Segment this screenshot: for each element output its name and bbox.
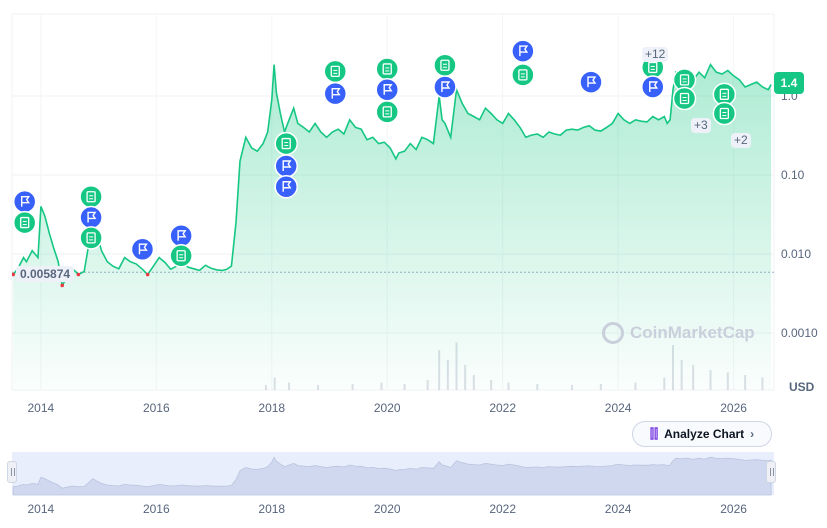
flag-event-marker[interactable] — [511, 39, 535, 63]
news-event-marker[interactable] — [169, 244, 193, 268]
flag-event-marker[interactable] — [79, 205, 103, 230]
y-tick-label: 0.10 — [781, 168, 805, 182]
document-icon — [648, 61, 658, 74]
document-icon — [382, 106, 392, 118]
flag-event-marker[interactable] — [130, 237, 155, 261]
x-tick-label: 2026 — [720, 401, 747, 415]
flag-icon — [87, 211, 97, 223]
x-tick-label: 2024 — [605, 401, 632, 415]
navigator-left-handle[interactable] — [7, 461, 17, 483]
below-baseline-point — [12, 272, 15, 277]
document-icon — [330, 65, 340, 78]
navigator-x-tick-label: 2020 — [374, 502, 401, 516]
document-icon — [20, 216, 30, 229]
current-price-tag: 1.4 — [774, 72, 804, 94]
axes: 0.00100.0100.101.02014201420162016201820… — [28, 89, 819, 516]
news-event-marker[interactable] — [12, 210, 37, 235]
below-baseline-point — [145, 272, 150, 277]
flag-event-marker[interactable] — [274, 154, 298, 178]
flag-event-marker[interactable] — [375, 77, 399, 102]
document-icon — [281, 137, 291, 150]
navigator-x-tick-label: 2026 — [720, 502, 747, 516]
news-event-marker[interactable] — [323, 59, 348, 84]
price-line — [12, 63, 772, 288]
document-icon — [86, 191, 96, 203]
news-event-marker[interactable] — [79, 226, 103, 250]
flag-icon — [282, 181, 292, 192]
flag-icon — [441, 81, 451, 92]
navigator-x-tick-label: 2024 — [605, 502, 632, 516]
coinmarketcap-logo-icon — [602, 322, 624, 344]
marker-count-badge[interactable]: +12 — [642, 47, 669, 62]
flag-icon — [649, 81, 659, 92]
flag-icon — [331, 87, 341, 99]
document-icon — [518, 69, 528, 81]
news-event-marker[interactable] — [672, 86, 697, 111]
watermark-text: CoinMarketCap — [630, 323, 755, 342]
navigator-x-tick-label: 2018 — [258, 502, 285, 516]
y-tick-label: 0.010 — [781, 247, 811, 261]
marker-count-badge[interactable]: +3 — [691, 118, 711, 133]
chevron-right-icon: › — [750, 427, 755, 441]
x-tick-label: 2022 — [489, 401, 516, 415]
price-area-fill — [13, 64, 772, 390]
document-icon — [719, 88, 730, 100]
baseline-label: 0.005874 — [16, 266, 75, 282]
flag-event-marker[interactable] — [433, 75, 457, 99]
news-event-marker[interactable] — [433, 53, 457, 78]
below-baseline-point — [76, 272, 81, 277]
analyze-chart-label: Analyze Chart — [664, 427, 745, 441]
coinmarketcap-watermark: CoinMarketCap — [602, 322, 755, 344]
document-icon — [382, 63, 392, 75]
flag-event-marker[interactable] — [641, 75, 665, 99]
x-tick-label: 2014 — [28, 401, 55, 415]
news-event-marker[interactable] — [274, 131, 298, 156]
news-event-marker[interactable] — [511, 63, 535, 87]
navigator-x-tick-label: 2014 — [28, 502, 55, 516]
news-event-marker[interactable] — [375, 57, 399, 81]
document-icon — [679, 92, 690, 105]
range-navigator[interactable] — [12, 452, 774, 496]
navigator-right-handle[interactable] — [766, 461, 776, 483]
news-event-marker[interactable] — [712, 101, 737, 126]
navigator-x-tick-label: 2022 — [489, 502, 516, 516]
candlestick-icon: ⫿⫿ — [649, 426, 659, 441]
flag-event-marker[interactable] — [579, 70, 603, 94]
news-event-marker[interactable] — [79, 185, 103, 209]
below-baseline-point — [60, 283, 65, 288]
event-markers[interactable] — [12, 39, 737, 268]
navigator-x-tick-label: 2016 — [143, 502, 170, 516]
document-icon — [440, 59, 450, 71]
x-tick-label: 2016 — [143, 401, 170, 415]
flag-event-marker[interactable] — [323, 81, 348, 106]
news-event-marker[interactable] — [375, 100, 399, 124]
currency-label: USD — [789, 380, 815, 394]
flag-icon — [519, 45, 529, 57]
document-icon — [176, 250, 186, 262]
flag-icon — [587, 76, 597, 88]
flag-icon — [282, 160, 292, 171]
navigator-series — [12, 456, 772, 496]
flag-icon — [383, 84, 393, 95]
document-icon — [719, 107, 730, 120]
flag-icon — [177, 230, 187, 241]
marker-count-badge[interactable]: +2 — [731, 133, 751, 148]
analyze-chart-button[interactable]: ⫿⫿ Analyze Chart › — [632, 421, 772, 447]
flag-event-marker[interactable] — [274, 175, 298, 199]
flag-event-marker[interactable] — [12, 189, 37, 214]
document-icon — [679, 74, 690, 86]
flag-icon — [138, 243, 148, 255]
x-tick-label: 2020 — [374, 401, 401, 415]
flag-icon — [21, 195, 31, 207]
x-tick-label: 2018 — [258, 401, 285, 415]
document-icon — [86, 232, 96, 244]
y-tick-label: 0.0010 — [781, 326, 818, 340]
flag-event-marker[interactable] — [169, 224, 193, 248]
